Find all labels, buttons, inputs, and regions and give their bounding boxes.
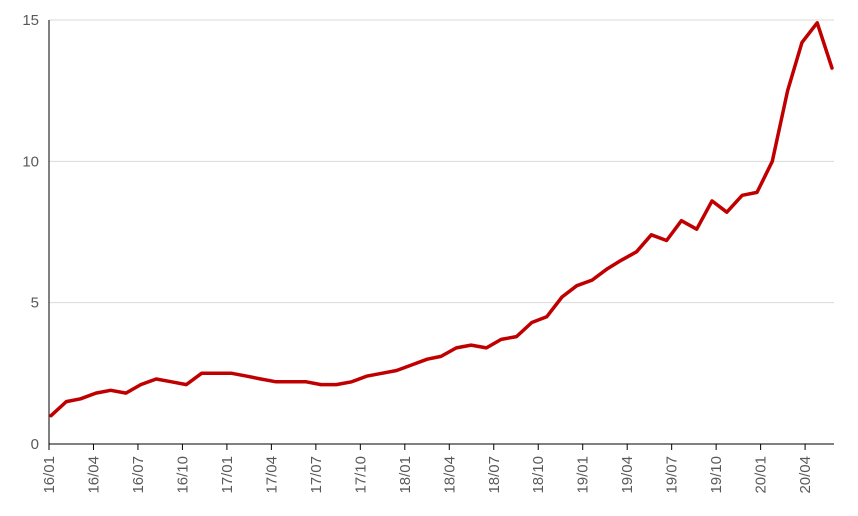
x-tick-label: 17/10 <box>352 456 369 494</box>
x-tick-label: 17/07 <box>308 456 325 494</box>
y-tick-labels: 0 5 10 15 <box>22 12 39 453</box>
x-tick-label: 17/04 <box>263 456 280 494</box>
x-tick-label: 20/01 <box>753 456 770 494</box>
x-tick-label: 18/07 <box>486 456 503 494</box>
x-tick-label: 16/04 <box>85 456 102 494</box>
y-tick-label: 5 <box>31 295 39 312</box>
x-tick-labels: 16/01 16/04 16/07 16/10 17/01 17/04 17/07 17/10… <box>41 444 814 494</box>
x-tick-label: 20/04 <box>797 456 814 494</box>
x-tick-label: 19/04 <box>619 456 636 494</box>
x-tick-label: 19/01 <box>575 456 592 494</box>
y-tick-label: 10 <box>22 153 39 170</box>
x-tick-label: 16/01 <box>41 456 58 494</box>
y-tick-label: 15 <box>22 12 39 29</box>
x-tick-label: 19/07 <box>664 456 681 494</box>
x-tick-label: 17/01 <box>219 456 236 494</box>
series-line <box>49 21 834 418</box>
x-tick-label: 18/01 <box>397 456 414 494</box>
x-tick-label: 18/04 <box>441 456 458 494</box>
gridlines <box>49 19 834 304</box>
y-tick-label: 0 <box>31 436 39 453</box>
x-tick-label: 16/07 <box>130 456 147 494</box>
x-tick-label: 16/10 <box>174 456 191 494</box>
x-tick-label: 19/10 <box>708 456 725 494</box>
x-tick-label: 18/10 <box>530 456 547 494</box>
